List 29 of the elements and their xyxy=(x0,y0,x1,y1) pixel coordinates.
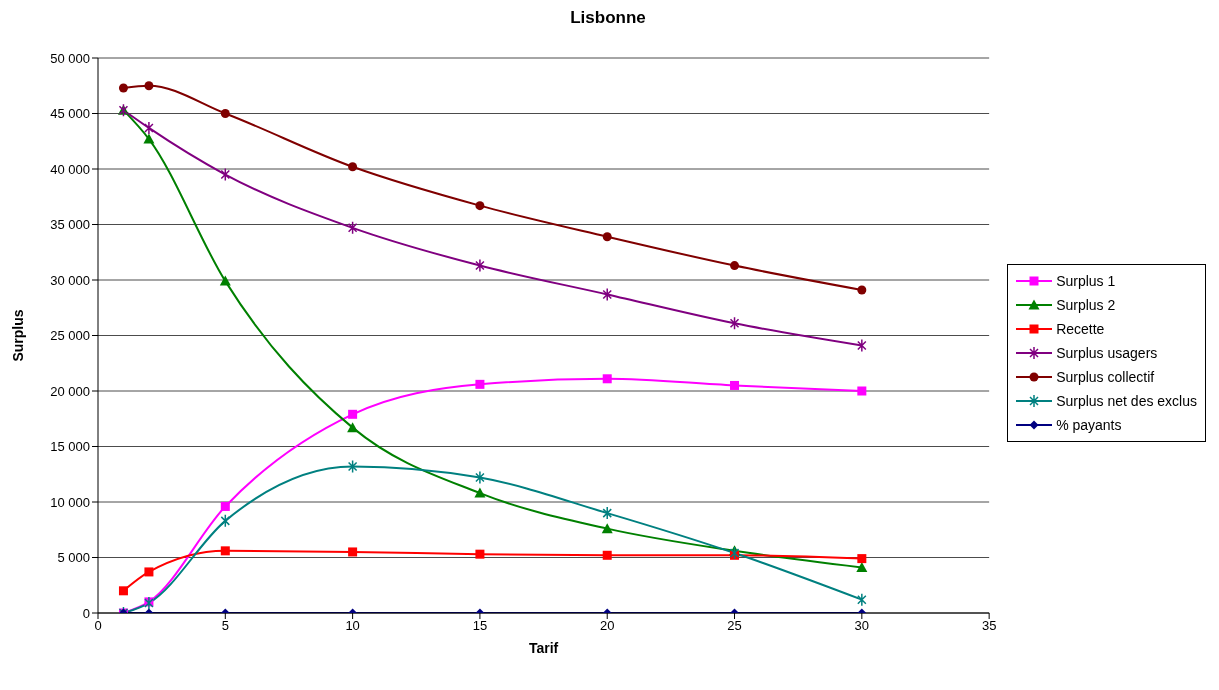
y-tick-label: 50 000 xyxy=(50,50,90,66)
x-tick-label: 5 xyxy=(221,618,229,634)
y-tick-label: 5 000 xyxy=(57,550,90,566)
x-tick-label: 25 xyxy=(727,618,742,634)
chart-title: Lisbonne xyxy=(569,8,647,28)
legend-label: Surplus 2 xyxy=(1056,297,1116,313)
legend-label: Surplus 1 xyxy=(1056,273,1116,289)
x-tick-label: 10 xyxy=(345,618,360,634)
y-tick-label: 0 xyxy=(82,605,90,621)
y-tick-label: 35 000 xyxy=(50,217,90,233)
y-axis-title: Surplus xyxy=(9,309,26,362)
legend-label: Surplus net des exclus xyxy=(1056,393,1197,409)
x-tick-label: 0 xyxy=(94,618,102,634)
x-tick-label: 20 xyxy=(599,618,615,634)
x-tick-label: 30 xyxy=(854,618,870,634)
x-tick-label: 15 xyxy=(472,618,488,634)
y-tick-label: 25 000 xyxy=(50,328,90,344)
legend-label: % payants xyxy=(1056,417,1122,433)
legend-label: Recette xyxy=(1056,321,1105,337)
legend-label: Surplus usagers xyxy=(1056,345,1158,361)
y-tick-label: 10 000 xyxy=(50,494,90,510)
x-axis-title: Tarif xyxy=(528,640,559,656)
y-tick-label: 45 000 xyxy=(50,106,90,122)
y-tick-label: 15 000 xyxy=(50,439,90,455)
legend-label: Surplus collectif xyxy=(1056,369,1155,385)
y-tick-label: 40 000 xyxy=(50,161,90,177)
y-tick-label: 30 000 xyxy=(50,272,90,288)
y-tick-label: 20 000 xyxy=(50,383,90,399)
x-tick-label: 35 xyxy=(981,618,997,634)
